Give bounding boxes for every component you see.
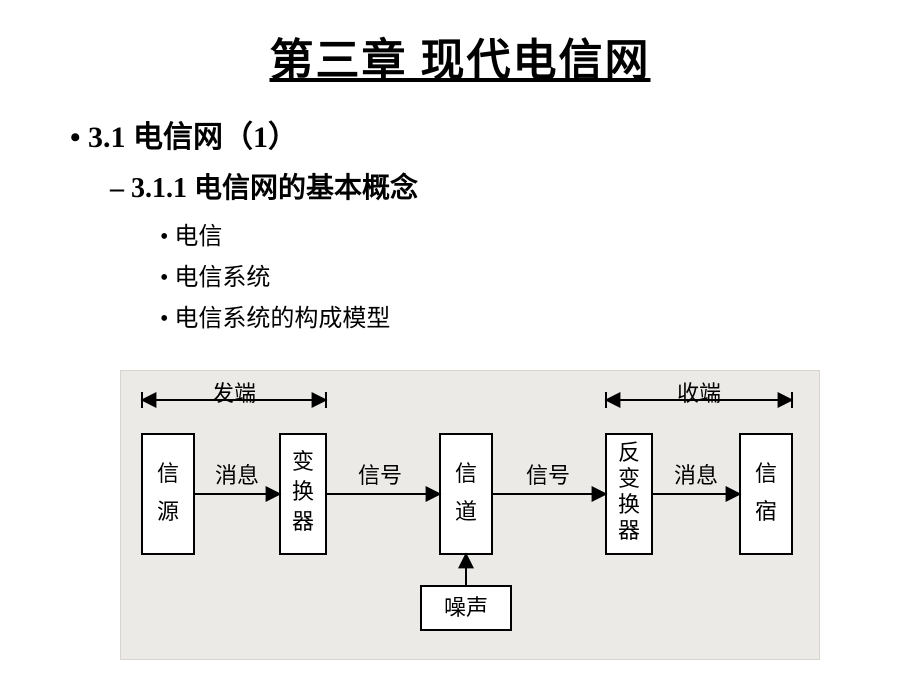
svg-text:换: 换	[618, 492, 640, 517]
node-conv: 变 换 器	[280, 434, 326, 554]
svg-text:信号: 信号	[526, 463, 570, 488]
svg-text:信: 信	[157, 461, 179, 486]
svg-text:噪声: 噪声	[444, 595, 488, 620]
svg-text:信号: 信号	[358, 463, 402, 488]
bracket-send: 发端	[142, 381, 326, 408]
svg-text:信: 信	[755, 461, 777, 486]
bracket-recv-label: 收端	[677, 381, 721, 406]
svg-text:道: 道	[455, 499, 477, 524]
node-deconv: 反 变 换 器	[606, 434, 652, 554]
outline-lvl1: 3.1 电信网（1）	[70, 112, 850, 156]
slide: 第三章 现代电信网 3.1 电信网（1） 3.1.1 电信网的基本概念 电信 电…	[0, 0, 920, 690]
diagram-svg: 发端 收端 信 源 变 换 器 信	[120, 370, 820, 660]
svg-text:变: 变	[292, 449, 314, 474]
edge-deconv-sink: 消息	[652, 463, 740, 494]
edge-conv-chan: 信号	[326, 463, 440, 494]
bracket-send-label: 发端	[212, 381, 256, 406]
outline: 3.1 电信网（1） 3.1.1 电信网的基本概念 电信 电信系统 电信系统的构…	[0, 88, 920, 333]
svg-text:源: 源	[157, 499, 179, 524]
svg-text:器: 器	[618, 518, 640, 543]
svg-text:消息: 消息	[215, 463, 259, 488]
outline-lvl3-c: 电信系统的构成模型	[160, 298, 850, 333]
chapter-title: 第三章 现代电信网	[0, 0, 920, 88]
node-src: 信 源	[142, 434, 194, 554]
outline-lvl2: 3.1.1 电信网的基本概念	[110, 166, 850, 206]
node-noise: 噪声	[421, 586, 511, 630]
bracket-recv: 收端	[606, 381, 792, 408]
system-model-diagram: 发端 收端 信 源 变 换 器 信	[120, 370, 820, 660]
edge-src-conv: 消息	[194, 463, 280, 494]
edge-chan-deconv: 信号	[492, 463, 606, 494]
svg-text:器: 器	[292, 509, 314, 534]
svg-text:换: 换	[292, 479, 314, 504]
outline-lvl3-a: 电信	[160, 216, 850, 251]
svg-text:信: 信	[455, 461, 477, 486]
outline-lvl3-b: 电信系统	[160, 257, 850, 292]
svg-text:消息: 消息	[674, 463, 718, 488]
node-sink: 信 宿	[740, 434, 792, 554]
svg-text:反: 反	[618, 440, 640, 465]
svg-text:宿: 宿	[755, 499, 777, 524]
node-chan: 信 道	[440, 434, 492, 554]
svg-text:变: 变	[618, 466, 640, 491]
